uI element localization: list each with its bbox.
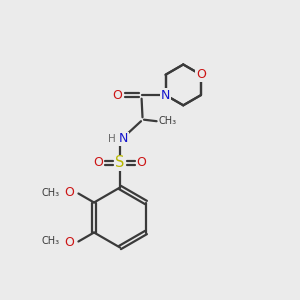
Text: CH₃: CH₃ — [41, 236, 59, 247]
Text: O: O — [137, 156, 146, 170]
Text: O: O — [112, 88, 122, 102]
Text: H: H — [108, 134, 116, 144]
Text: O: O — [196, 68, 206, 81]
Text: N: N — [161, 88, 170, 102]
Text: N: N — [119, 132, 128, 146]
Text: S: S — [115, 155, 125, 170]
Text: O: O — [94, 156, 103, 170]
Text: CH₃: CH₃ — [41, 188, 59, 199]
Text: O: O — [64, 236, 74, 249]
Text: O: O — [196, 68, 206, 81]
Text: CH₃: CH₃ — [158, 116, 176, 126]
Text: O: O — [64, 186, 74, 200]
